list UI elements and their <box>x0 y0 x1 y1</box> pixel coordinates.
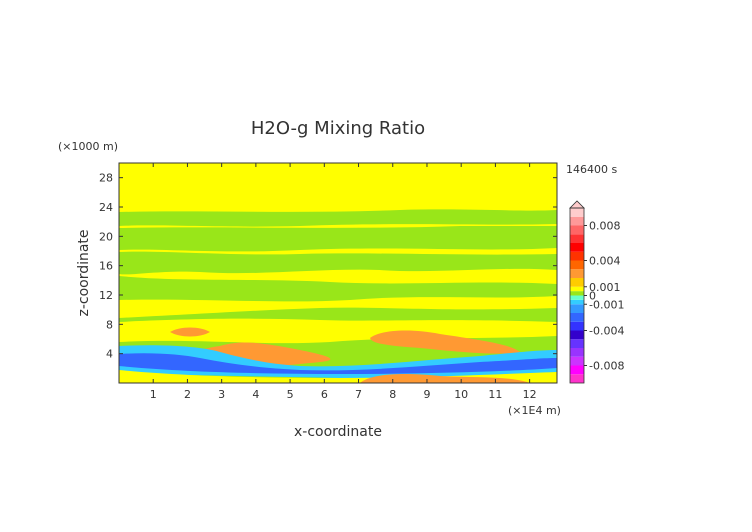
x-axis-title: x-coordinate <box>294 424 382 440</box>
y-tick-label: 28 <box>99 172 113 185</box>
colorbar-segment <box>570 374 584 383</box>
colorbar-segment <box>570 313 584 322</box>
x-tick-label: 7 <box>355 388 362 401</box>
y-axis-title: z-coordinate <box>76 229 92 316</box>
x-tick-label: 2 <box>184 388 191 401</box>
colorbar-segment <box>570 269 584 278</box>
y-tick-label: 12 <box>99 289 113 302</box>
blue-band <box>119 353 557 374</box>
colorbar-label: -0.008 <box>589 360 624 373</box>
chart-title: H2O-g Mixing Ratio <box>251 118 425 139</box>
plot-frame <box>118 162 558 384</box>
colorbar-segment <box>570 216 584 226</box>
colorbar-segment <box>570 299 584 305</box>
x-tick-label: 9 <box>423 388 430 401</box>
colorbar-segment <box>570 278 584 287</box>
colorbar-label: 0.001 <box>589 281 621 294</box>
colorbar-segment <box>570 295 584 300</box>
colorbar-segment <box>570 251 584 261</box>
y-tick-label: 8 <box>106 318 113 331</box>
x-unit-label: (×1E4 m) <box>508 404 561 417</box>
y-tick-label: 24 <box>99 201 113 214</box>
x-tick-label: 5 <box>287 388 294 401</box>
colorbar-segment <box>570 225 584 235</box>
y-tick-label: 20 <box>99 230 113 243</box>
colorbar-segment <box>570 348 584 357</box>
green-band-lower <box>119 251 557 275</box>
x-tick-label: 4 <box>252 388 259 401</box>
colorbar-segment <box>570 321 584 331</box>
x-tick-label: 1 <box>150 388 157 401</box>
colorbar-segment <box>570 304 584 313</box>
orange-lobe-right <box>370 330 520 354</box>
colorbar-segment <box>570 339 584 348</box>
orange-lobe-small <box>170 327 210 337</box>
colorbar-label: 0.004 <box>589 255 621 268</box>
colorbar-segment <box>570 356 584 366</box>
colorbar-segment <box>570 208 584 217</box>
time-label: 146400 s <box>566 163 617 176</box>
plot-area <box>119 163 557 383</box>
green-band-upper <box>119 209 557 227</box>
colorbar-label: 0 <box>589 290 596 303</box>
x-tick-label: 6 <box>321 388 328 401</box>
colorbar-segment <box>570 243 584 252</box>
x-tick-label: 3 <box>218 388 225 401</box>
y-unit-label: (×1000 m) <box>58 140 118 153</box>
colorbar-segment <box>570 330 584 340</box>
colorbar-label: -0.004 <box>589 325 624 338</box>
colorbar-label: 0.008 <box>589 220 621 233</box>
colorbar-extend-arrow <box>569 200 585 209</box>
y-tick-label: 16 <box>99 260 113 273</box>
colorbar-label: -0.001 <box>589 298 624 311</box>
colorbar-segment <box>570 260 584 270</box>
colorbar-segment <box>570 365 584 375</box>
green-band-mid <box>119 226 557 252</box>
colorbar-segment <box>570 286 584 292</box>
colorbar-segment <box>570 291 584 296</box>
x-tick-label: 12 <box>523 388 537 401</box>
orange-surface-patch <box>360 374 530 383</box>
y-axis: 4 8 12 16 20 24 28 <box>99 172 557 361</box>
y-tick-label: 4 <box>106 348 113 361</box>
x-axis: 1 2 3 4 5 6 7 8 9 10 11 12 <box>150 163 537 401</box>
x-tick-label: 11 <box>488 388 502 401</box>
x-tick-label: 10 <box>454 388 468 401</box>
x-tick-label: 8 <box>389 388 396 401</box>
green-band-low <box>119 276 557 302</box>
colorbar-segment <box>570 234 584 243</box>
